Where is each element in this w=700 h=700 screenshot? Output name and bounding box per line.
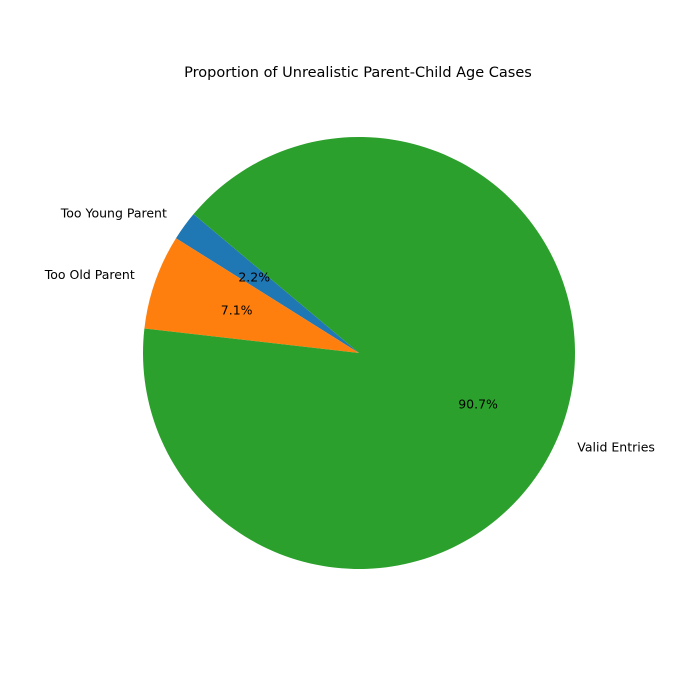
pct-label-too-old-parent: 7.1% (221, 303, 253, 318)
pie-slices (143, 136, 576, 569)
pie-labels: Too Young Parent 2.2% Too Old Parent 7.1% Va… (44, 206, 655, 455)
pct-label-valid-entries: 90.7% (458, 397, 498, 412)
pie-slice-valid-entries (143, 136, 576, 569)
pie-slice-too-young-parent (175, 214, 359, 353)
slice-label-too-young-parent: Too Young Parent (60, 206, 167, 221)
slice-label-too-old-parent: Too Old Parent (44, 267, 135, 282)
pie-slice-too-old-parent (144, 238, 359, 353)
slice-label-valid-entries: Valid Entries (577, 439, 655, 454)
pct-label-too-young-parent: 2.2% (238, 269, 270, 284)
chart-title: Proportion of Unrealistic Parent-Child A… (184, 65, 532, 81)
